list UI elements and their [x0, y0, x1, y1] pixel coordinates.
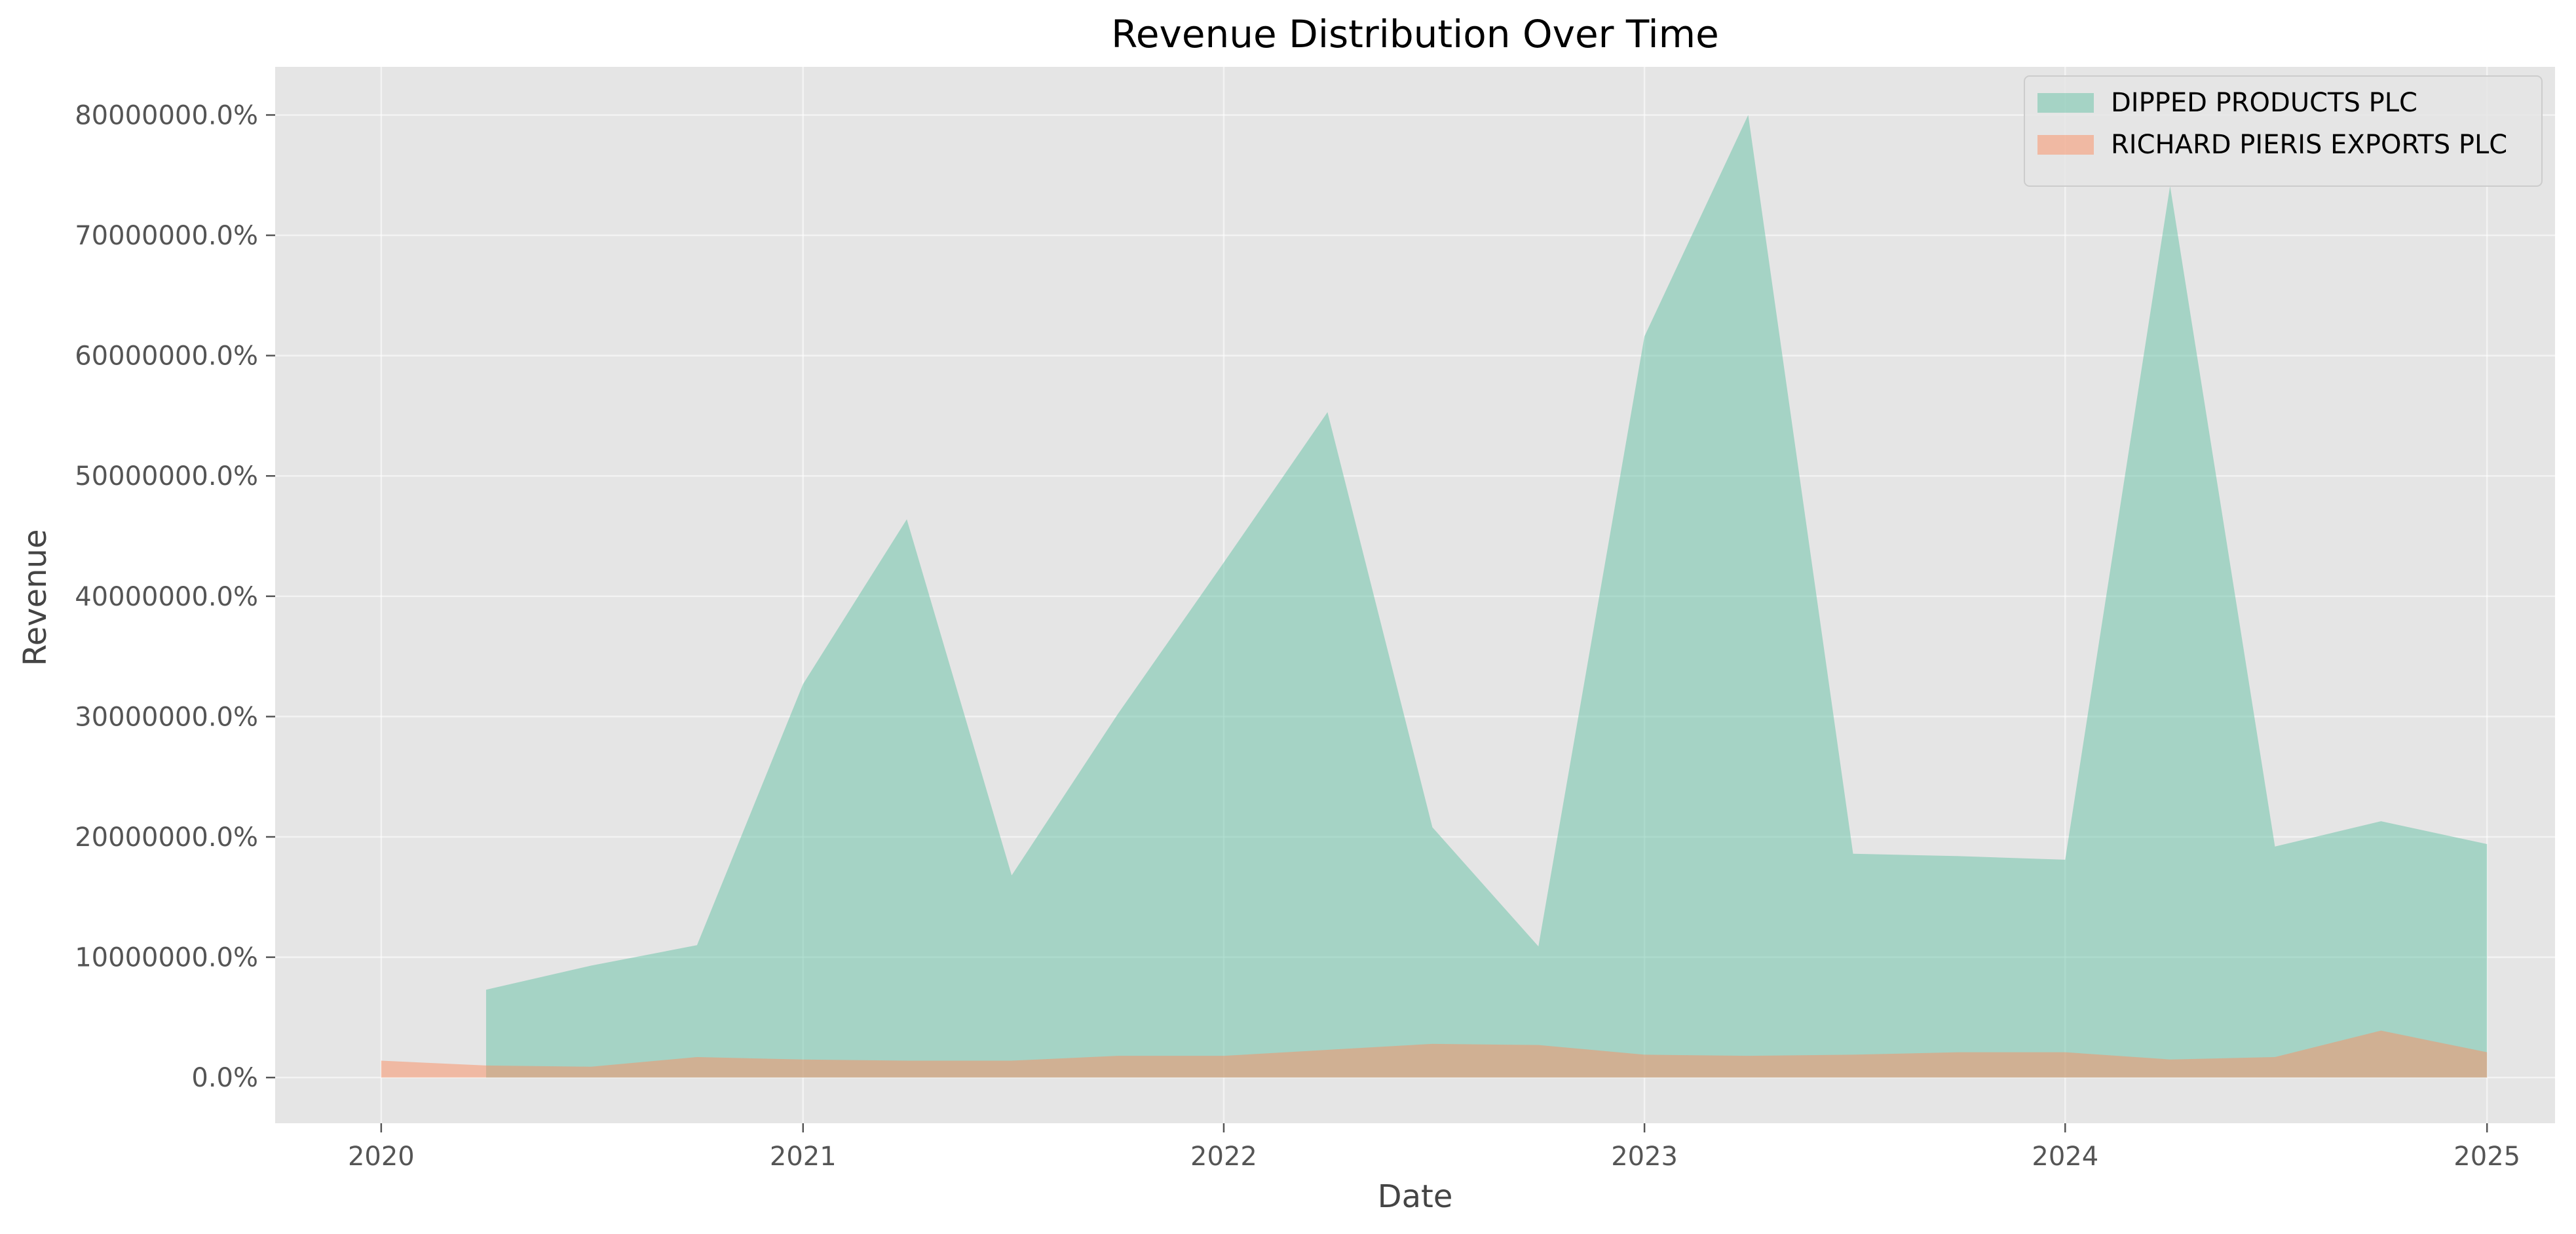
y-tick-label: 20000000.0% [75, 822, 258, 853]
x-tick-label: 2024 [2032, 1142, 2098, 1172]
legend-box [2024, 75, 2543, 187]
area-series-2 [381, 1030, 2488, 1078]
y-tick-label: 60000000.0% [75, 341, 258, 372]
legend-swatch [2037, 93, 2094, 113]
area-series [381, 115, 2488, 1078]
y-tick-label: 40000000.0% [75, 582, 258, 612]
x-tick-label: 2022 [1190, 1142, 1257, 1172]
x-tick-label: 2020 [348, 1142, 415, 1172]
y-tick-label: 0.0% [191, 1063, 258, 1093]
y-tick-label: 30000000.0% [75, 702, 258, 732]
x-tick-label: 2021 [770, 1142, 837, 1172]
area-series-1 [485, 115, 2488, 1078]
x-tick-label: 2023 [1611, 1142, 1678, 1172]
legend: DIPPED PRODUCTS PLC RICHARD PIERIS EXPORT… [2024, 75, 2543, 187]
x-axis-label: Date [1378, 1178, 1453, 1215]
y-axis-label: Revenue [17, 529, 54, 666]
legend-swatch [2037, 135, 2094, 155]
legend-label: DIPPED PRODUCTS PLC [2111, 88, 2417, 118]
y-tick-label: 80000000.0% [75, 100, 258, 130]
y-tick-label: 10000000.0% [75, 943, 258, 973]
y-tick-label: 70000000.0% [75, 221, 258, 251]
legend-label: RICHARD PIERIS EXPORTS PLC [2111, 130, 2507, 160]
x-tick-label: 2025 [2453, 1142, 2520, 1172]
y-tick-label: 50000000.0% [75, 461, 258, 492]
axis-ticks: 0.0% 10000000.0% 20000000.0% 30000000.0% 400… [75, 100, 2520, 1172]
chart-title: Revenue Distribution Over Time [1111, 12, 1719, 56]
